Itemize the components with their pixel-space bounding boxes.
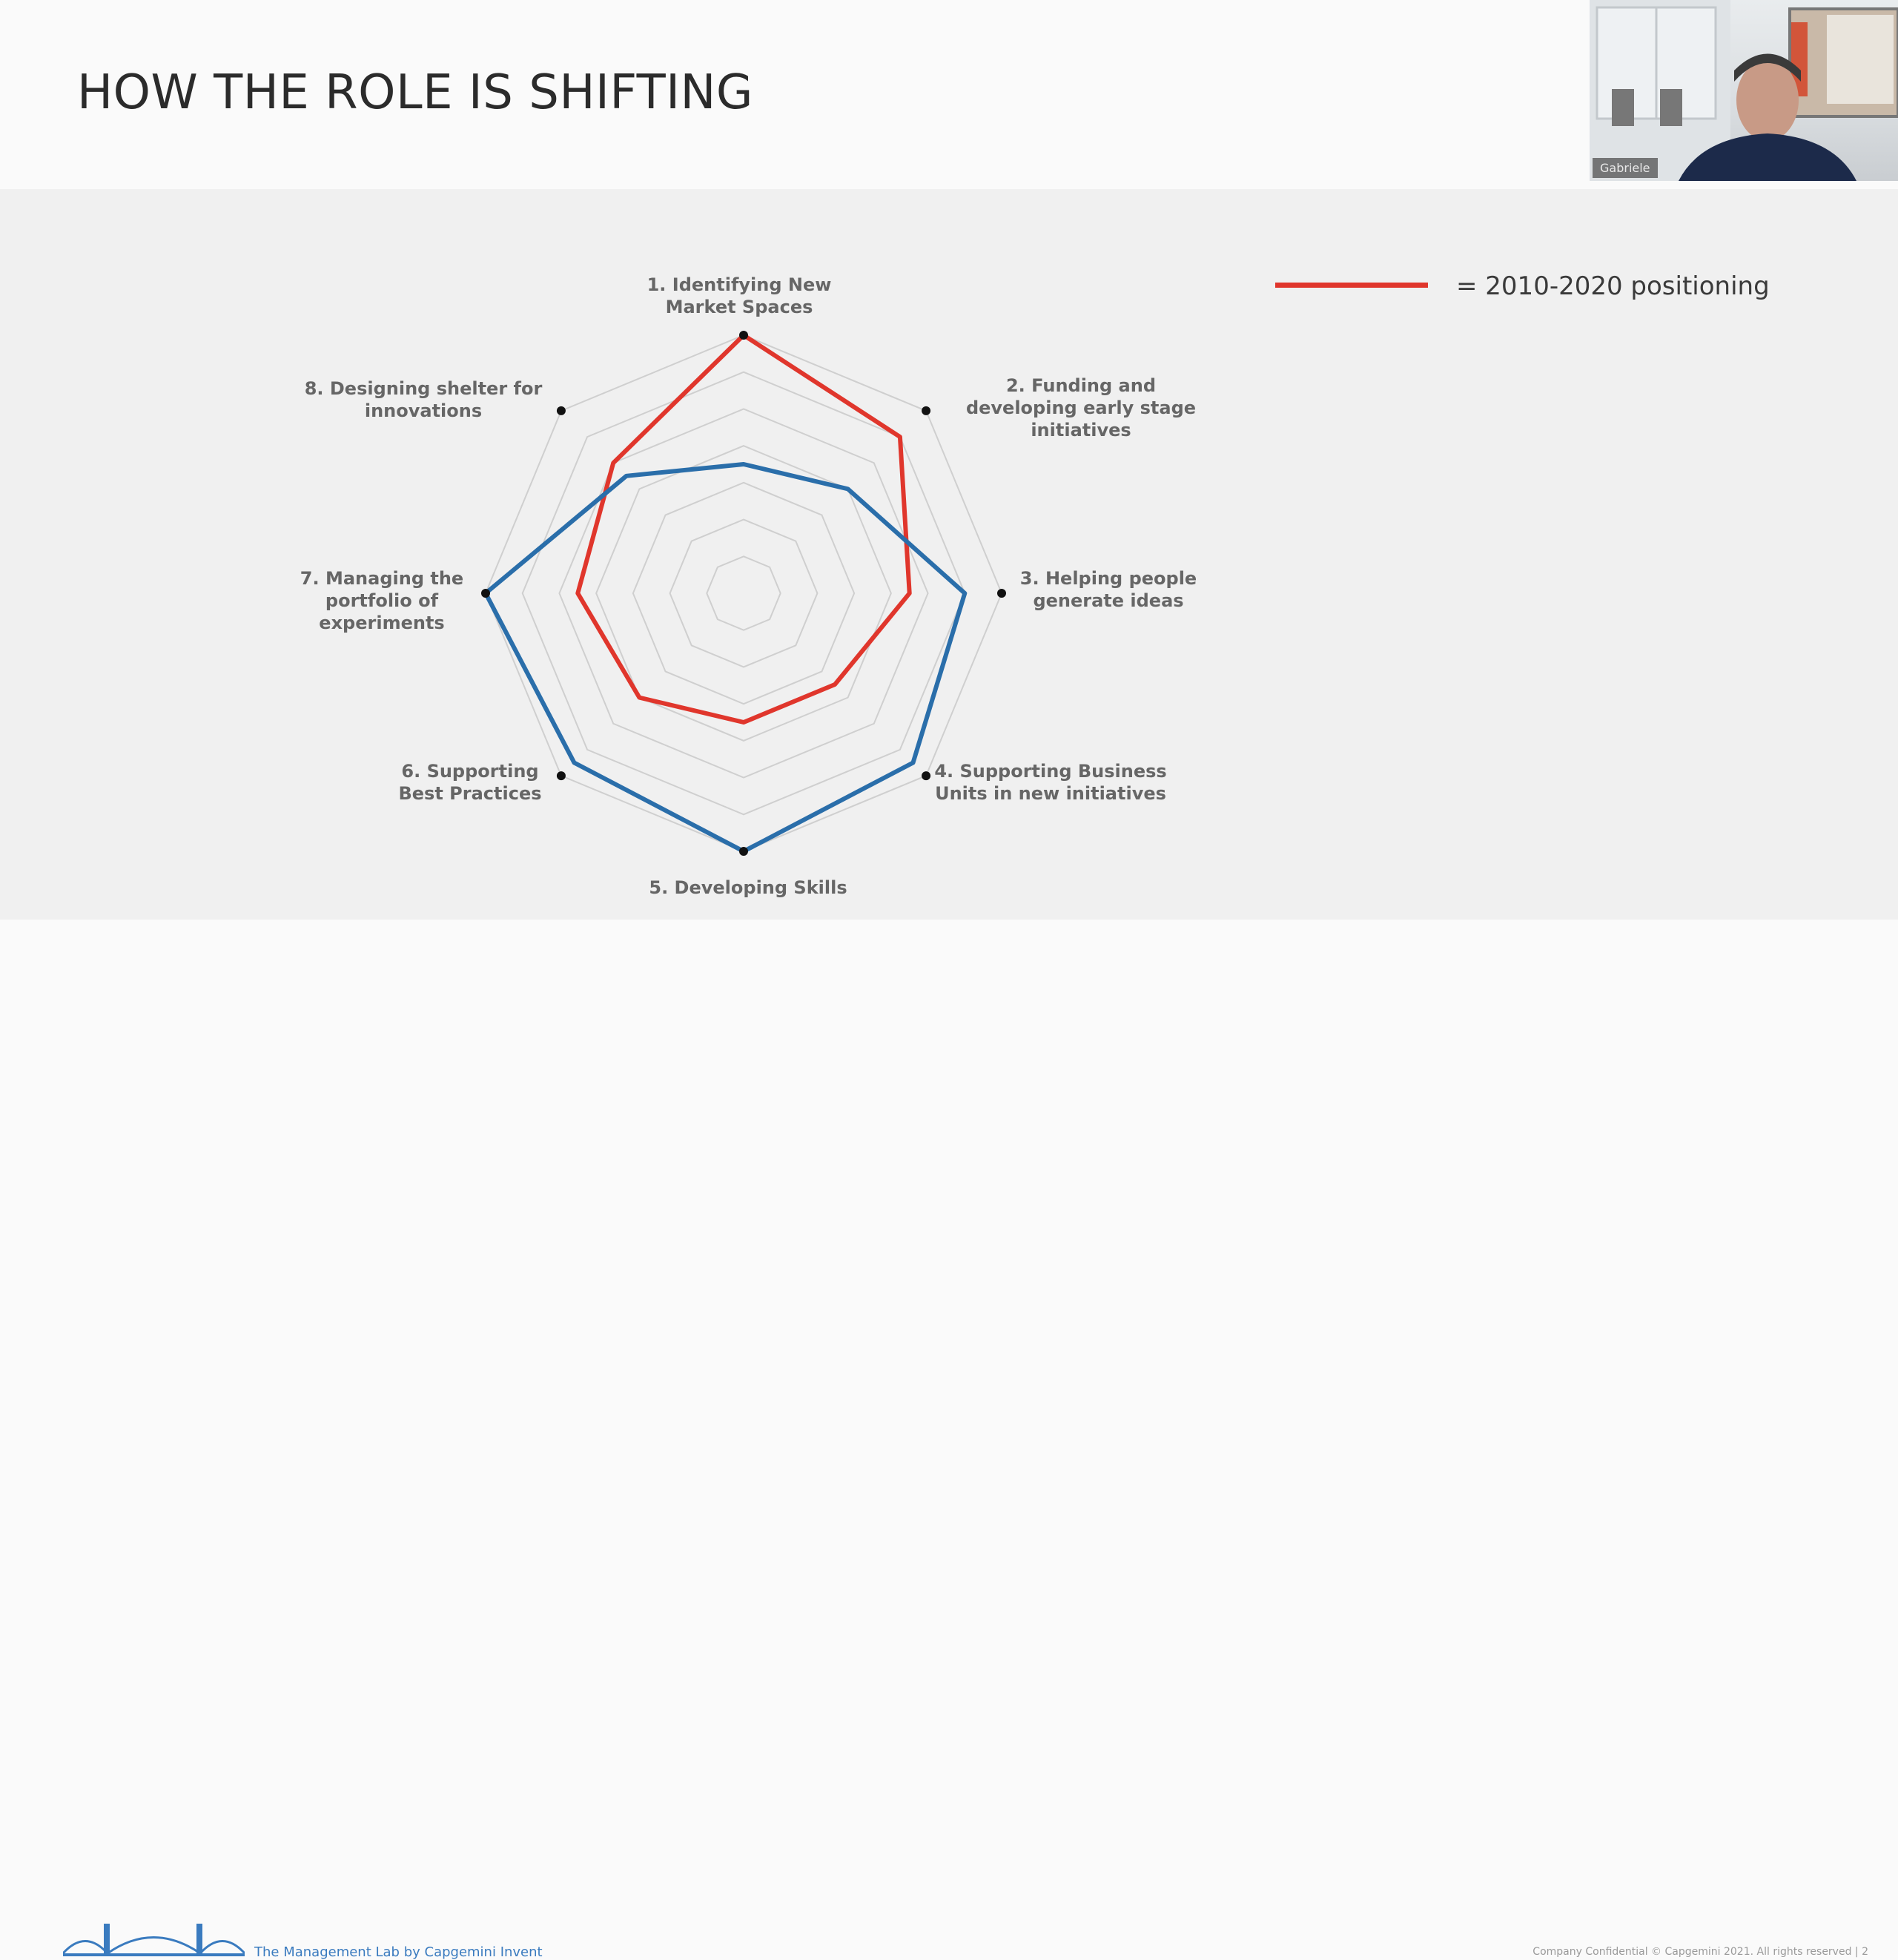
grid-ring-3 xyxy=(632,481,856,705)
axis-label-3-line-1: 3. Helping people xyxy=(1020,568,1197,589)
axis-label-1: 1. Identifying New Market Spaces xyxy=(647,274,832,317)
slide-footer: The Management Lab by Capgemini Invent C… xyxy=(0,920,1898,1960)
axis-label-8: 8. Designing shelter for innovations xyxy=(305,378,543,421)
axis-point-7 xyxy=(481,589,490,598)
grid-ring-4 xyxy=(595,445,892,742)
axis-label-2-line-1: 2. Funding and xyxy=(1006,375,1156,396)
slide-title: HOW THE ROLE IS SHIFTING xyxy=(77,65,753,120)
axis-label-3-line-2: generate ideas xyxy=(1033,590,1183,611)
webcam-video: Gabriele xyxy=(1590,0,1898,181)
grid-ring-2 xyxy=(669,518,819,668)
legend-line-red xyxy=(1275,283,1428,288)
axis-label-6-line-2: Best Practices xyxy=(398,783,541,804)
axis-label-8-line-2: innovations xyxy=(365,400,482,421)
axis-point-6 xyxy=(556,771,566,781)
legend-label: = 2010-2020 positioning xyxy=(1456,271,1770,301)
webcam-scene xyxy=(1590,0,1898,181)
axis-label-4: 4. Supporting Business Units in new initi… xyxy=(934,761,1166,804)
grid-ring-6 xyxy=(521,371,966,816)
grid-ring-1 xyxy=(706,555,781,631)
series-blue-polygon xyxy=(483,462,968,854)
webcam-participant-name: Gabriele xyxy=(1593,158,1658,178)
axis-point-3 xyxy=(997,589,1006,598)
axis-label-6-line-1: 6. Supporting xyxy=(401,761,538,782)
axis-label-3: 3. Helping people generate ideas xyxy=(1020,568,1197,611)
axis-point-4 xyxy=(922,771,931,781)
axis-point-5 xyxy=(739,847,748,856)
series-red-polygon xyxy=(575,333,912,725)
axis-label-2-line-2: developing early stage xyxy=(966,397,1196,418)
grid-ring-5 xyxy=(558,408,929,779)
axis-label-4-line-1: 4. Supporting Business xyxy=(934,761,1166,782)
axis-label-7-line-1: 7. Managing the xyxy=(300,568,463,589)
axis-label-1-line-2: Market Spaces xyxy=(666,297,813,317)
slide-header: HOW THE ROLE IS SHIFTING xyxy=(0,0,1898,189)
axis-label-1-line-1: 1. Identifying New xyxy=(647,274,832,295)
axis-label-8-line-1: 8. Designing shelter for xyxy=(305,378,543,399)
axis-label-4-line-2: Units in new initiatives xyxy=(935,783,1166,804)
axis-point-1 xyxy=(739,331,748,340)
footer-copyright: Company Confidential © Capgemini 2021. A… xyxy=(1532,1946,1868,1958)
radar-chart: 1. Identifying New Market Spaces 2. Fundin… xyxy=(300,274,1197,898)
axis-label-2-line-3: initiatives xyxy=(1031,420,1131,440)
axis-label-2: 2. Funding and developing early stage init… xyxy=(966,375,1196,440)
bridge-logo-icon xyxy=(63,1924,245,1956)
footer-logo-text: The Management Lab by Capgemini Invent xyxy=(254,1944,543,1960)
axis-label-7-line-3: experiments xyxy=(319,613,444,633)
axis-label-7-line-2: portfolio of xyxy=(325,590,439,611)
axis-label-5-line-1: 5. Developing Skills xyxy=(649,877,847,898)
axis-label-7: 7. Managing the portfolio of experiments xyxy=(300,568,463,633)
axis-label-6: 6. Supporting Best Practices xyxy=(398,761,541,804)
axis-label-5: 5. Developing Skills xyxy=(649,877,847,898)
axis-point-8 xyxy=(556,406,566,415)
axis-point-2 xyxy=(922,406,931,415)
